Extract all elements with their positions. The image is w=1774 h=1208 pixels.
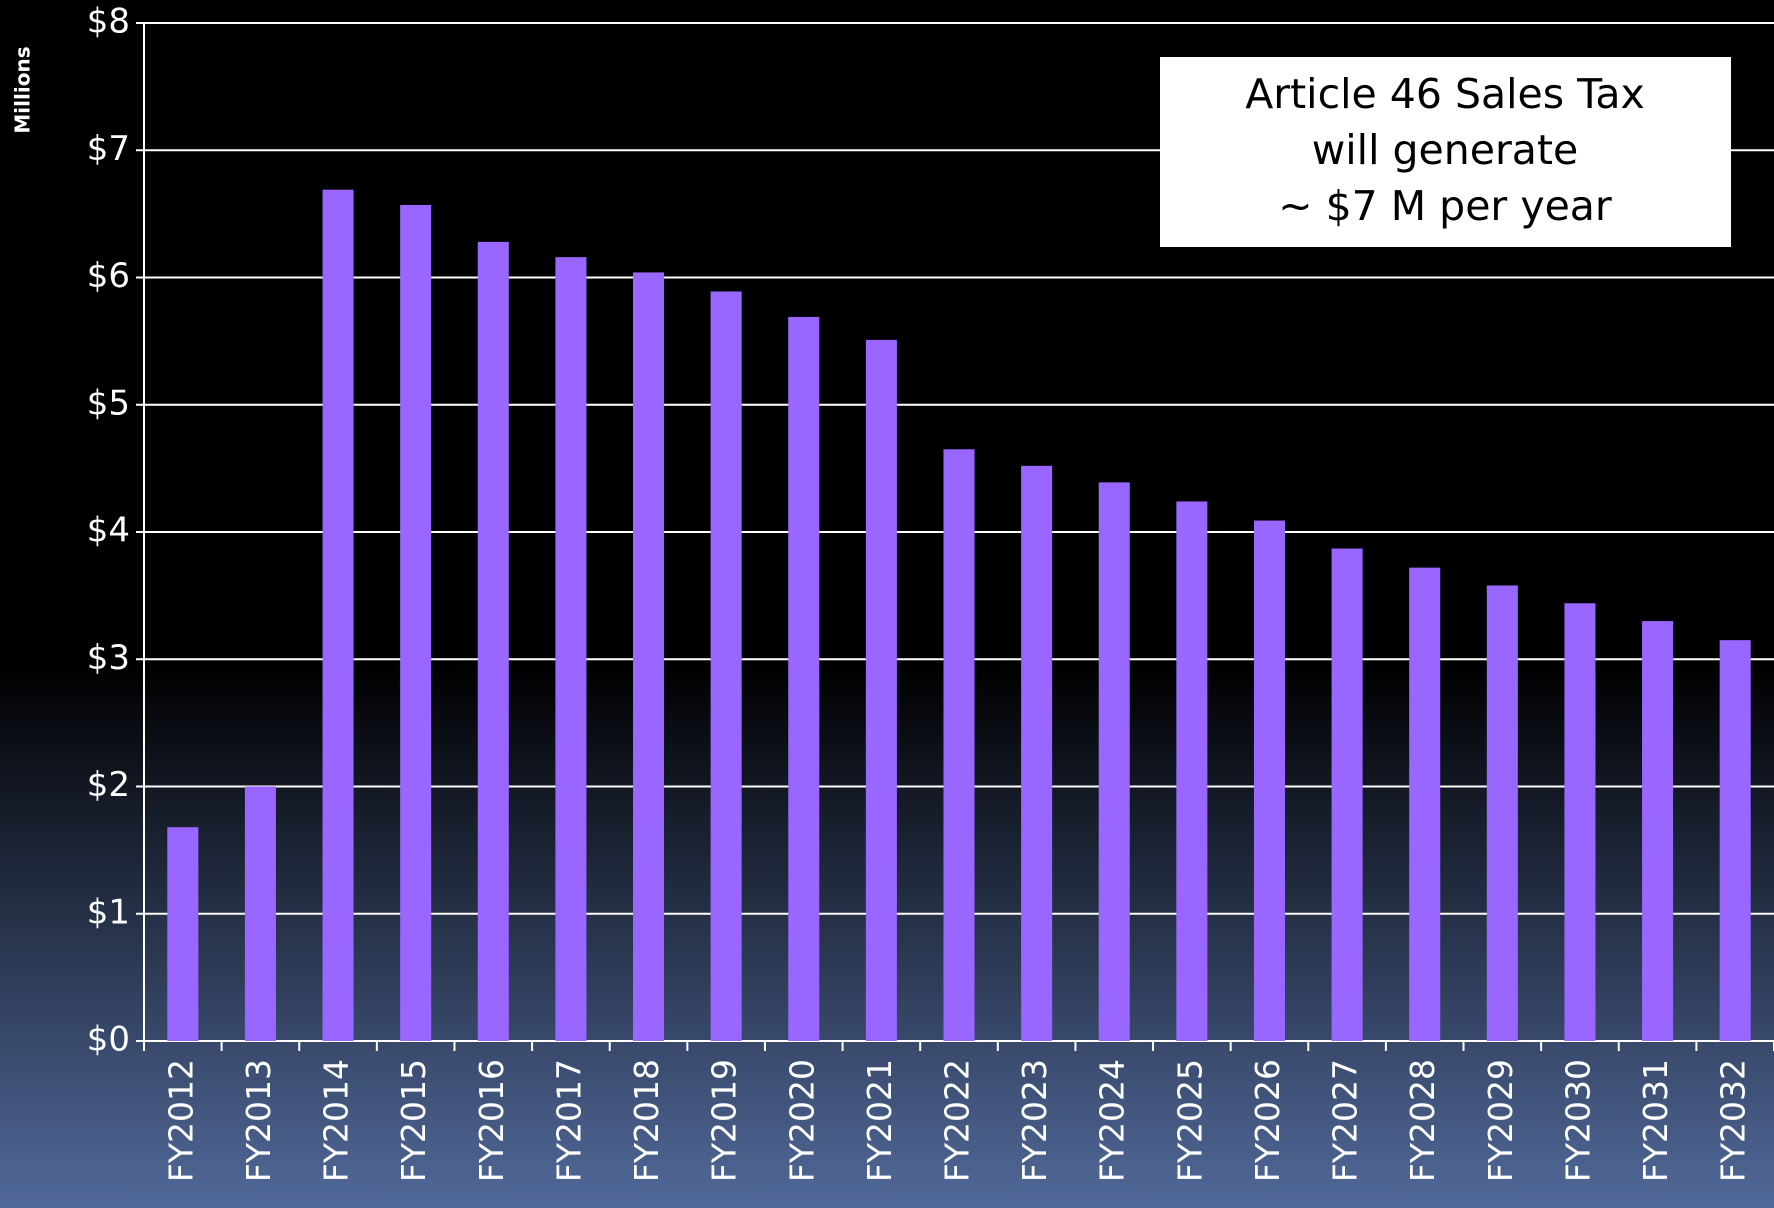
bar (1253, 520, 1285, 1041)
x-tick-label: FY2019 (705, 1059, 744, 1182)
x-tick-label: FY2012 (161, 1059, 200, 1182)
x-tick-label: FY2018 (627, 1059, 666, 1182)
y-tick-label: $4 (87, 511, 130, 551)
x-tick-label: FY2030 (1558, 1059, 1597, 1182)
bar (865, 339, 897, 1041)
x-tick-label: FY2022 (938, 1059, 977, 1182)
bar (1098, 482, 1130, 1041)
y-tick-label: $5 (87, 383, 130, 423)
annotation-text: will generate (1312, 126, 1578, 174)
x-tick-label: FY2032 (1714, 1059, 1753, 1182)
y-tick-label: $8 (87, 2, 130, 42)
bar (167, 827, 199, 1041)
bar (943, 449, 975, 1042)
y-tick-label: $0 (87, 1020, 130, 1060)
x-tick-label: FY2028 (1403, 1059, 1442, 1182)
annotation-text: Article 46 Sales Tax (1245, 70, 1645, 118)
x-tick-label: FY2014 (317, 1059, 356, 1182)
x-tick-label: FY2029 (1481, 1059, 1520, 1182)
x-tick-label: FY2013 (239, 1059, 278, 1182)
bar (400, 204, 432, 1041)
bar (1021, 465, 1053, 1042)
bar (1642, 621, 1674, 1041)
y-tick-label: $6 (87, 256, 130, 296)
x-tick-label: FY2027 (1326, 1059, 1365, 1182)
y-tick-label: $2 (87, 765, 130, 805)
bar (477, 241, 509, 1041)
x-tick-label: FY2026 (1248, 1059, 1287, 1182)
bar (633, 272, 665, 1041)
x-tick-label: FY2016 (472, 1059, 511, 1182)
x-tick-label: FY2021 (860, 1059, 899, 1182)
bar (710, 291, 742, 1041)
y-axis-label: Millions (11, 46, 35, 133)
x-tick-label: FY2017 (549, 1059, 588, 1182)
x-tick-label: FY2031 (1636, 1059, 1675, 1182)
y-tick-label: $7 (87, 129, 130, 169)
y-tick-label: $1 (87, 892, 130, 932)
bar (555, 257, 587, 1041)
bar (1564, 603, 1596, 1041)
bar (788, 316, 820, 1041)
x-tick-label: FY2023 (1015, 1059, 1054, 1182)
bar (244, 786, 276, 1041)
x-tick-label: FY2020 (782, 1059, 821, 1182)
x-tick-label: FY2024 (1093, 1059, 1132, 1182)
bar (1719, 640, 1751, 1041)
bar (1409, 567, 1441, 1041)
bar (1486, 585, 1518, 1041)
annotation-box (1160, 57, 1731, 247)
bar (1176, 501, 1208, 1042)
x-tick-label: FY2015 (394, 1059, 433, 1182)
x-tick-label: FY2025 (1170, 1059, 1209, 1182)
y-tick-label: $3 (87, 638, 130, 678)
annotation-text: ~ $7 M per year (1278, 182, 1612, 230)
bar (1331, 548, 1363, 1041)
bar (322, 189, 354, 1041)
